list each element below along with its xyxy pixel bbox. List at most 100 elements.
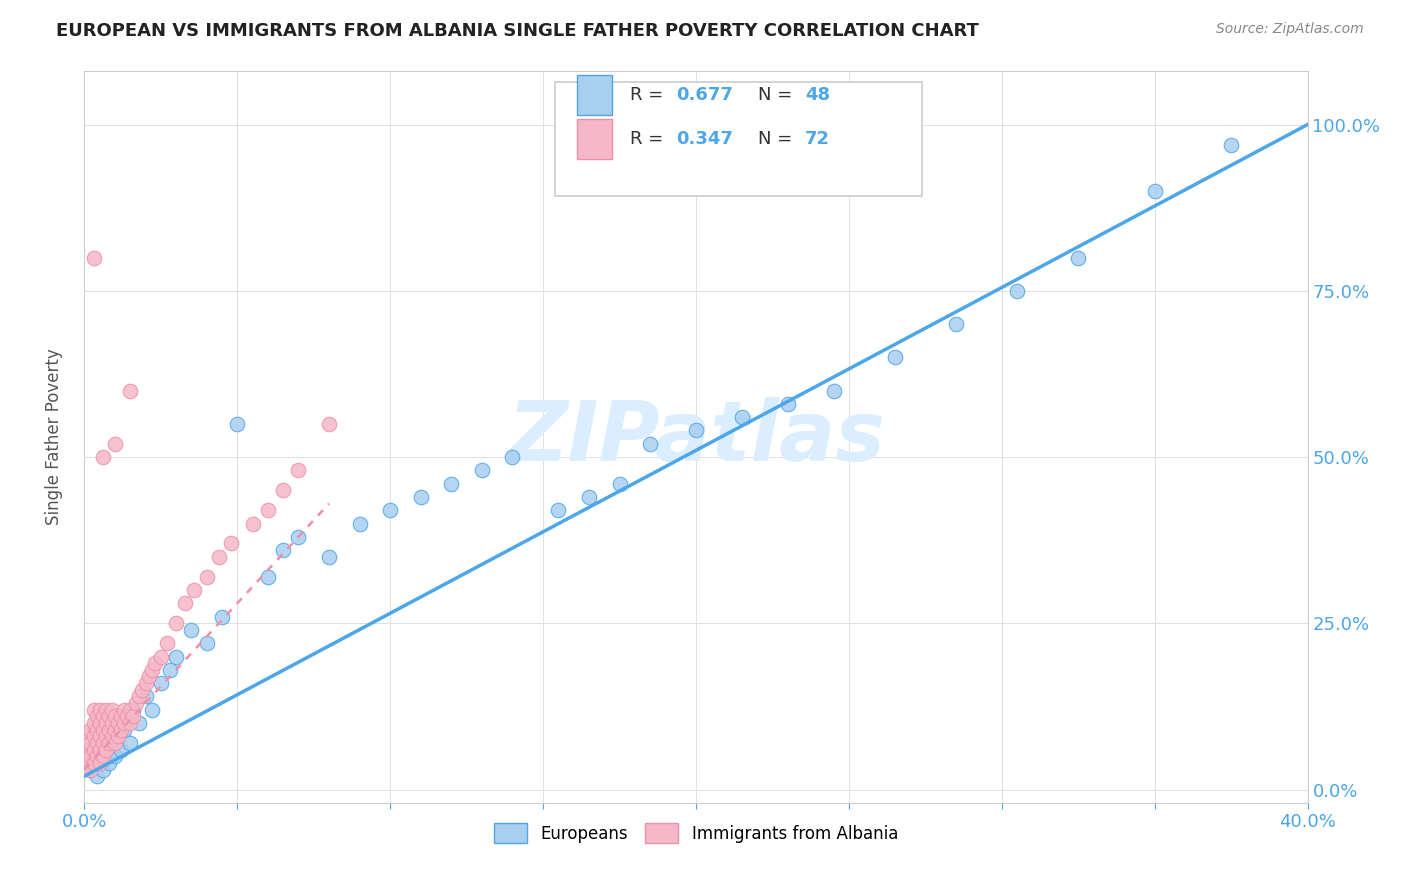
Point xyxy=(945,317,967,331)
Point xyxy=(83,742,105,756)
Point xyxy=(94,729,117,743)
Point xyxy=(76,742,98,756)
Point xyxy=(1143,184,1166,198)
Point xyxy=(502,450,524,464)
Point xyxy=(89,756,111,770)
Point xyxy=(440,476,463,491)
Point xyxy=(91,749,114,764)
Point xyxy=(104,749,127,764)
Bar xyxy=(578,119,612,159)
Point xyxy=(1220,137,1243,152)
Point xyxy=(165,616,187,631)
Point xyxy=(97,709,120,723)
Point xyxy=(94,742,117,756)
Point xyxy=(104,436,127,450)
Point xyxy=(101,736,124,750)
Text: EUROPEAN VS IMMIGRANTS FROM ALBANIA SINGLE FATHER POVERTY CORRELATION CHART: EUROPEAN VS IMMIGRANTS FROM ALBANIA SING… xyxy=(56,22,979,40)
Point xyxy=(91,450,114,464)
Point xyxy=(159,663,181,677)
Point xyxy=(125,696,148,710)
Point xyxy=(112,723,135,737)
Point xyxy=(110,742,132,756)
Point xyxy=(83,756,105,770)
Point xyxy=(180,623,202,637)
Point xyxy=(271,543,294,558)
Point xyxy=(83,756,105,770)
Point xyxy=(107,716,129,731)
Point xyxy=(83,703,105,717)
Point xyxy=(79,749,101,764)
Point xyxy=(110,723,132,737)
Text: ZIPatlas: ZIPatlas xyxy=(508,397,884,477)
Point xyxy=(195,570,218,584)
Point xyxy=(86,709,108,723)
Text: N =: N = xyxy=(758,87,799,104)
Point xyxy=(120,736,142,750)
Point xyxy=(143,656,166,670)
Point xyxy=(1067,251,1090,265)
Point xyxy=(219,536,242,550)
Point xyxy=(91,763,114,777)
Point xyxy=(257,570,280,584)
Point xyxy=(471,463,494,477)
Point xyxy=(94,703,117,717)
Point xyxy=(122,703,145,717)
Point xyxy=(112,703,135,717)
Point xyxy=(83,716,105,731)
Point xyxy=(135,690,157,704)
Bar xyxy=(578,75,612,115)
Point xyxy=(115,709,138,723)
Point xyxy=(91,736,114,750)
Text: 72: 72 xyxy=(804,130,830,148)
Point xyxy=(257,503,280,517)
Point xyxy=(120,716,142,731)
Point xyxy=(94,716,117,731)
Point xyxy=(409,490,432,504)
Point xyxy=(89,729,111,743)
Point xyxy=(89,716,111,731)
Text: 48: 48 xyxy=(804,87,830,104)
Point xyxy=(156,636,179,650)
Point xyxy=(174,596,197,610)
Point xyxy=(578,490,600,504)
Point xyxy=(107,729,129,743)
Point xyxy=(91,709,114,723)
Point xyxy=(83,729,105,743)
Point xyxy=(149,676,172,690)
Point xyxy=(76,729,98,743)
Point xyxy=(242,516,264,531)
Text: 0.677: 0.677 xyxy=(676,87,734,104)
Point xyxy=(128,690,150,704)
Point xyxy=(638,436,661,450)
Point xyxy=(86,723,108,737)
Point xyxy=(211,609,233,624)
Point xyxy=(89,749,111,764)
Text: 0.347: 0.347 xyxy=(676,130,734,148)
Point xyxy=(208,549,231,564)
Point xyxy=(97,756,120,770)
Point xyxy=(271,483,294,498)
Point xyxy=(112,716,135,731)
Point xyxy=(91,723,114,737)
Point xyxy=(547,503,569,517)
Point xyxy=(89,703,111,717)
Point xyxy=(823,384,845,398)
Point xyxy=(104,709,127,723)
Point xyxy=(349,516,371,531)
Point xyxy=(94,742,117,756)
Point xyxy=(685,424,707,438)
Text: N =: N = xyxy=(758,130,799,148)
Point xyxy=(609,476,631,491)
Point xyxy=(731,410,754,425)
Text: Source: ZipAtlas.com: Source: ZipAtlas.com xyxy=(1216,22,1364,37)
Point xyxy=(83,251,105,265)
Point xyxy=(97,723,120,737)
Point xyxy=(131,682,153,697)
Text: R =: R = xyxy=(630,87,669,104)
Point xyxy=(141,663,163,677)
Point xyxy=(287,530,309,544)
Point xyxy=(128,716,150,731)
Point xyxy=(883,351,905,365)
Point xyxy=(79,723,101,737)
Point xyxy=(138,669,160,683)
